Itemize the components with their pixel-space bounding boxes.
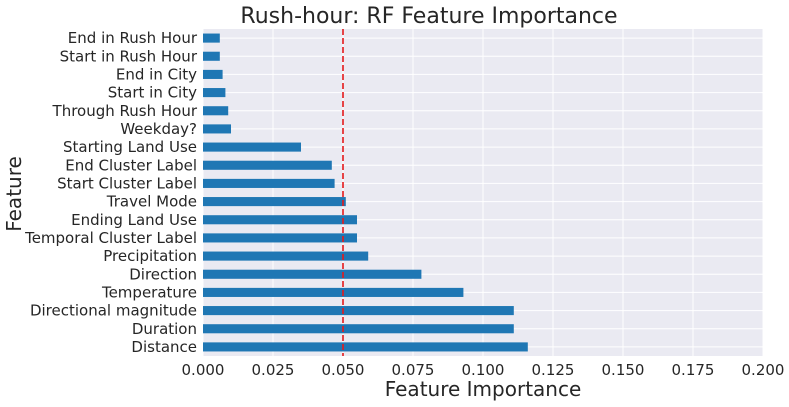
y-tick-label: Duration	[132, 320, 197, 338]
x-tick-label: 0.050	[322, 361, 365, 379]
bar	[203, 124, 231, 134]
bar	[203, 269, 422, 279]
bar	[203, 69, 223, 79]
bar	[203, 33, 220, 43]
y-tick-label: Precipitation	[103, 247, 197, 265]
bar	[203, 160, 332, 170]
x-tick-labels: 0.000 0.025 0.050 0.075 0.100 0.125 0.150 0.175…	[182, 361, 785, 379]
bar	[203, 88, 226, 98]
y-tick-label: Temporal Cluster Label	[24, 229, 197, 247]
y-tick-label: End in City	[116, 65, 197, 83]
bar	[203, 324, 514, 334]
bar	[203, 178, 335, 188]
x-tick-label: 0.075	[392, 361, 435, 379]
bar	[203, 342, 528, 352]
bars	[203, 33, 528, 352]
y-tick-label: Direction	[129, 265, 197, 283]
y-tick-label: Start in City	[108, 84, 197, 102]
y-tick-label: Weekday?	[120, 120, 197, 138]
y-tick-label: End Cluster Label	[65, 156, 197, 174]
x-tick-label: 0.150	[602, 361, 645, 379]
y-axis-label: Feature	[2, 156, 26, 232]
y-tick-label: Temperature	[101, 283, 197, 301]
x-axis-label: Feature Importance	[385, 377, 582, 401]
y-tick-label: Through Rush Hour	[52, 102, 198, 120]
y-tick-label: End in Rush Hour	[68, 29, 198, 47]
x-tick-label: 0.200	[742, 361, 785, 379]
y-tick-label: Travel Mode	[106, 193, 197, 211]
bar	[203, 197, 346, 207]
bar	[203, 233, 357, 243]
bar	[203, 51, 220, 61]
bar	[203, 142, 301, 152]
y-tick-label: Start in Rush Hour	[60, 47, 198, 65]
y-tick-label: Distance	[131, 338, 197, 356]
bar	[203, 251, 369, 261]
x-tick-label: 0.000	[182, 361, 225, 379]
bar	[203, 306, 514, 316]
x-tick-label: 0.100	[462, 361, 505, 379]
x-tick-label: 0.125	[532, 361, 575, 379]
bar	[203, 215, 357, 225]
bar	[203, 106, 229, 116]
x-tick-label: 0.025	[252, 361, 295, 379]
y-tick-label: Directional magnitude	[30, 302, 197, 320]
chart-title: Rush-hour: RF Feature Importance	[240, 4, 617, 29]
x-tick-label: 0.175	[672, 361, 715, 379]
y-tick-label: Ending Land Use	[71, 211, 197, 229]
y-tick-label: Starting Land Use	[63, 138, 197, 156]
y-tick-label: Start Cluster Label	[57, 174, 197, 192]
bar	[203, 287, 464, 297]
